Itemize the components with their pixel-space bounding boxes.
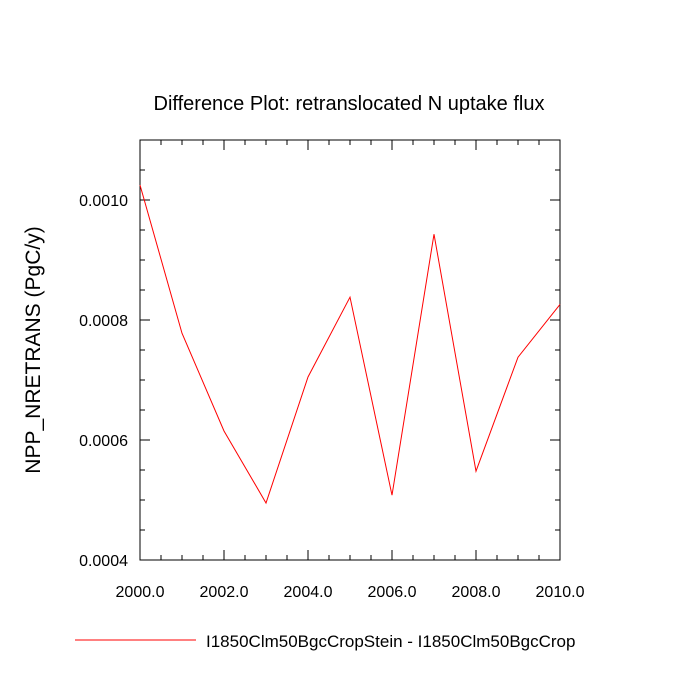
x-tick-label: 2006.0 (368, 584, 417, 601)
x-tick-label: 2008.0 (452, 584, 501, 601)
axis-ticks (139, 139, 561, 561)
x-tick-label: 2004.0 (284, 584, 333, 601)
axis-tick-labels: 2000.0 2002.0 2004.0 2006.0 2008.0 2010.0 0.00… (79, 193, 585, 601)
y-tick-label: 0.0008 (79, 313, 128, 330)
y-axis-label: NPP_NRETRANS (PgC/y) (22, 226, 45, 473)
legend-label: I1850Clm50BgcCropStein - I1850Clm50BgcCr… (206, 632, 575, 651)
series-line (139, 184, 561, 505)
chart-title: Difference Plot: retranslocated N uptake… (154, 93, 545, 115)
plot-frame (139, 139, 561, 561)
y-tick-label: 0.0010 (79, 193, 128, 210)
legend: I1850Clm50BgcCropStein - I1850Clm50BgcCr… (75, 632, 575, 651)
x-tick-label: 2000.0 (116, 584, 165, 601)
x-tick-label: 2010.0 (536, 584, 585, 601)
y-tick-label: 0.0006 (79, 433, 128, 450)
x-tick-label: 2002.0 (200, 584, 249, 601)
y-tick-label: 0.0004 (79, 553, 128, 570)
series-layer (139, 184, 561, 505)
